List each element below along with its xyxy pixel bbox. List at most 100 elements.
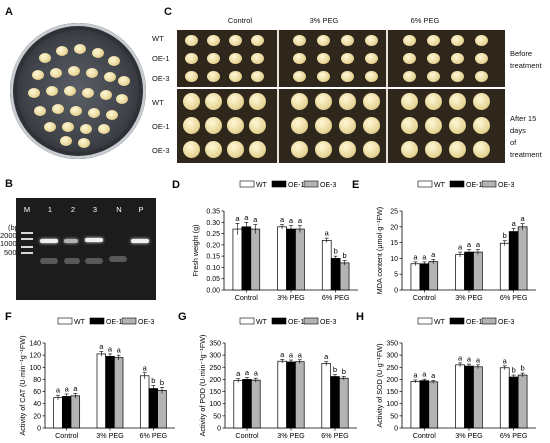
gel-band-p	[131, 239, 149, 243]
bar-oe-3	[517, 374, 528, 429]
x-tick-label: 6% PEG	[322, 293, 350, 302]
significance-letter: b	[512, 366, 516, 375]
y-tick-label: 0.25	[206, 231, 220, 238]
significance-letter: a	[458, 243, 463, 252]
bar-oe-3	[428, 261, 439, 291]
significance-letter: a	[280, 350, 285, 359]
callus-piece	[56, 46, 68, 56]
callus-piece	[226, 92, 244, 110]
bar-oe-3	[339, 262, 350, 291]
callus-photo-before	[177, 30, 505, 87]
y-tick-label: 0.30	[206, 220, 220, 227]
legend-label-oe-3: OE-3	[498, 319, 514, 326]
row-label-oe1-before: OE-1	[152, 54, 170, 63]
legend-label-oe-3: OE-3	[138, 319, 154, 326]
callus-piece	[450, 52, 464, 64]
y-tick-label: 80	[33, 377, 41, 384]
callus-piece	[472, 140, 490, 158]
agarose-gel: M 1 2 3 N P	[16, 198, 156, 300]
callus-piece	[68, 66, 80, 76]
callus-piece	[250, 70, 264, 82]
significance-letter: a	[235, 214, 240, 223]
bar-oe-1	[242, 379, 252, 429]
gel-lane-n: N	[116, 205, 122, 214]
x-tick-label: 6% PEG	[500, 431, 528, 440]
callus-piece	[424, 116, 442, 134]
y-tick-label: 100	[29, 365, 41, 372]
callus-piece	[44, 122, 56, 132]
legend-label-oe-1: OE-1	[288, 319, 304, 326]
x-tick-label: 6% PEG	[321, 431, 349, 440]
significance-letter: a	[413, 370, 418, 379]
x-tick-label: Control	[55, 431, 79, 440]
callus-photo-after	[177, 89, 505, 163]
callus-piece	[248, 116, 266, 134]
callus-piece	[400, 92, 418, 110]
callus-piece	[104, 72, 116, 82]
legend-swatch-oe-1	[89, 317, 105, 325]
bar-oe-3	[113, 357, 124, 429]
significance-letter: a	[431, 371, 436, 380]
y-tick-label: 0.05	[206, 276, 220, 283]
bar-wt	[277, 226, 287, 291]
callus-piece	[364, 34, 378, 46]
callus-piece	[82, 88, 94, 98]
bar-oe-1	[286, 228, 296, 291]
significance-letter: a	[73, 384, 78, 393]
panel-label-a: A	[5, 6, 13, 18]
significance-letter: a	[413, 252, 418, 261]
bar-wt	[410, 381, 421, 429]
significance-letter: a	[422, 370, 427, 379]
callus-piece	[290, 92, 308, 110]
x-tick-label: Control	[235, 293, 259, 302]
bar-wt	[321, 363, 331, 429]
y-tick-label: 0.00	[206, 288, 220, 295]
callus-piece	[474, 34, 488, 46]
bar-oe-3	[295, 228, 305, 291]
significance-letter: a	[325, 229, 330, 238]
callus-piece	[228, 52, 242, 64]
legend-swatch-wt	[417, 180, 433, 188]
significance-letter: a	[503, 356, 508, 365]
bar-wt	[53, 397, 63, 429]
significance-letter: a	[99, 342, 104, 351]
significance-letter: a	[254, 369, 259, 378]
y-tick-label: 0.15	[206, 254, 220, 261]
callus-piece	[182, 92, 200, 110]
callus-piece	[62, 122, 74, 132]
callus-piece	[472, 116, 490, 134]
petri-dish-photo	[10, 23, 146, 159]
bar-oe-3	[473, 366, 483, 429]
significance-letter: a	[245, 368, 250, 377]
gel-lane-p: P	[138, 205, 144, 214]
callus-piece	[426, 70, 440, 82]
panel-label-e: E	[352, 179, 359, 191]
callus-piece	[182, 116, 200, 134]
callus-piece	[424, 140, 442, 158]
callus-piece	[106, 110, 118, 120]
gel-lane-m: M	[23, 205, 31, 214]
gel-band-1	[40, 239, 58, 243]
row-label-oe1-after: OE-1	[152, 122, 170, 131]
callus-piece	[204, 116, 222, 134]
significance-letter: a	[324, 352, 329, 361]
legend-label-wt: WT	[434, 182, 446, 189]
label-before-treatment: Before treatment	[510, 49, 542, 70]
bar-oe-1	[330, 376, 340, 429]
y-tick-label: 150	[209, 389, 221, 396]
bar-oe-1	[148, 388, 159, 429]
legend-label-oe-1: OE-1	[106, 319, 122, 326]
bar-oe-1	[330, 258, 341, 291]
significance-letter: a	[117, 346, 122, 355]
bar-wt	[499, 367, 510, 429]
callus-piece	[362, 116, 380, 134]
gel-lane-3: 3	[92, 205, 98, 214]
legend-label-oe-1: OE-1	[466, 319, 482, 326]
significance-letter: a	[108, 344, 113, 353]
callus-piece	[448, 116, 466, 134]
legend-swatch-oe-1	[449, 180, 465, 188]
y-tick-label: 0	[394, 288, 398, 295]
callus-piece	[206, 52, 220, 64]
bar-oe-1	[241, 226, 252, 291]
callus-piece	[70, 106, 82, 116]
